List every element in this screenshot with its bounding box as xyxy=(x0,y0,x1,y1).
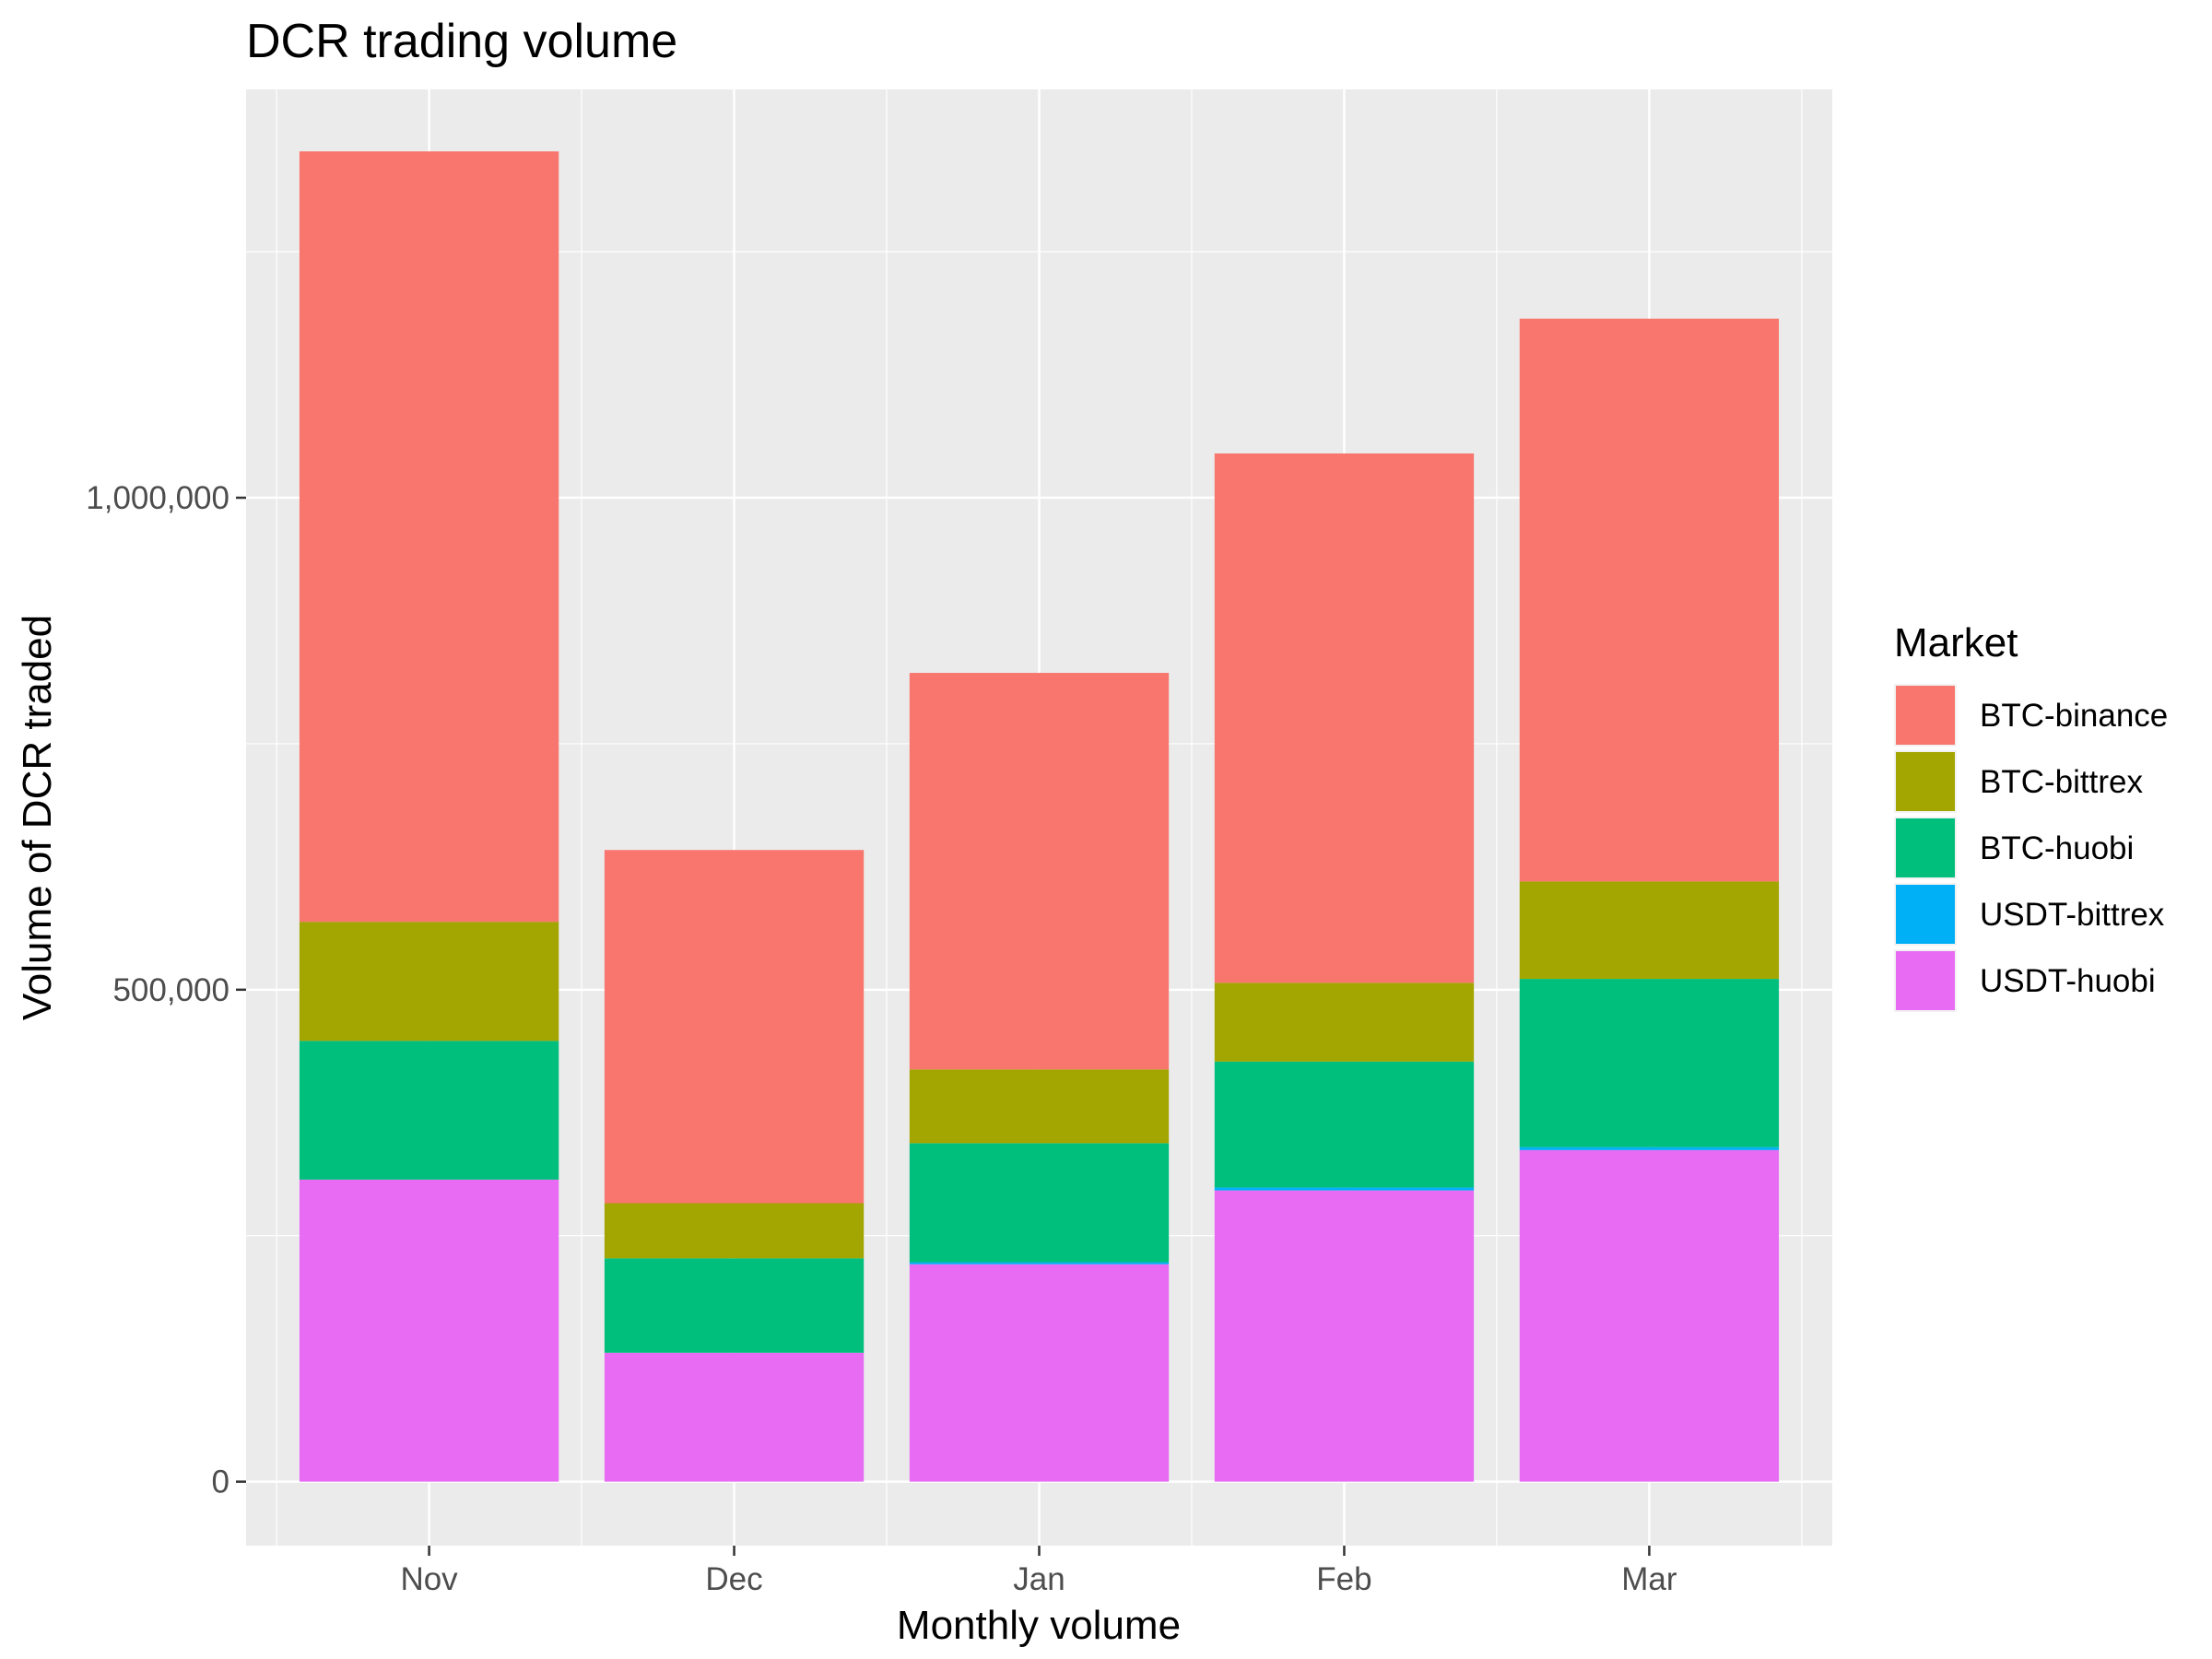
bar-jan-usdt-huobi xyxy=(909,1264,1170,1482)
bar-mar-btc-huobi xyxy=(1519,979,1780,1147)
legend-label: USDT-bittrex xyxy=(1980,897,2165,933)
bar-mar-btc-binance xyxy=(1519,318,1780,882)
y-tick-label: 0 xyxy=(212,1465,229,1500)
legend-label: BTC-huobi xyxy=(1980,830,2134,866)
bar-jan-usdt-bittrex xyxy=(909,1262,1170,1265)
bar-jan-btc-binance xyxy=(909,673,1170,1070)
x-axis-title: Monthly volume xyxy=(897,1603,1181,1648)
legend-label: USDT-huobi xyxy=(1980,963,2156,999)
bar-nov-btc-binance xyxy=(299,151,559,923)
x-tick-label: Nov xyxy=(400,1561,458,1597)
legend-swatch xyxy=(1896,686,1955,745)
bar-feb-btc-huobi xyxy=(1214,1061,1475,1188)
bar-feb-usdt-bittrex xyxy=(1214,1187,1475,1191)
bar-dec-btc-bittrex xyxy=(604,1203,865,1259)
y-tick-label: 1,000,000 xyxy=(86,480,229,516)
bar-feb-usdt-huobi xyxy=(1214,1190,1475,1482)
x-tick-label: Jan xyxy=(1013,1561,1065,1597)
legend-label: BTC-bittrex xyxy=(1980,764,2143,800)
legend-swatch xyxy=(1896,818,1955,877)
bars xyxy=(299,151,1780,1482)
bar-mar-btc-bittrex xyxy=(1519,881,1780,980)
y-tick-label: 500,000 xyxy=(112,972,229,1008)
y-axis-title: Volume of DCR traded xyxy=(15,615,60,1020)
x-tick-label: Mar xyxy=(1621,1561,1677,1597)
bar-jan-btc-bittrex xyxy=(909,1069,1170,1144)
bar-nov-usdt-huobi xyxy=(299,1179,559,1482)
x-tick-label: Feb xyxy=(1316,1561,1371,1597)
y-axis: 0 500,000 1,000,000 xyxy=(86,480,246,1500)
legend: Market BTC-binance BTC-bittrex BTC-huobi US… xyxy=(1894,620,2168,1012)
bar-jan-btc-huobi xyxy=(909,1143,1170,1263)
bar-feb-btc-binance xyxy=(1214,453,1475,983)
bar-mar-usdt-huobi xyxy=(1519,1149,1780,1482)
bar-feb-btc-bittrex xyxy=(1214,982,1475,1062)
bar-nov-btc-huobi xyxy=(299,1041,559,1180)
chart-title: DCR trading volume xyxy=(246,15,677,68)
legend-swatch xyxy=(1896,951,1955,1010)
bar-dec-usdt-huobi xyxy=(604,1352,865,1482)
x-axis: Nov Dec Jan Feb Mar xyxy=(400,1546,1677,1597)
bar-dec-btc-binance xyxy=(604,850,865,1204)
x-tick-label: Dec xyxy=(705,1561,762,1597)
legend-swatch xyxy=(1896,752,1955,811)
bar-dec-btc-huobi xyxy=(604,1258,865,1353)
bar-nov-btc-bittrex xyxy=(299,922,559,1041)
bar-mar-usdt-bittrex xyxy=(1519,1147,1780,1150)
legend-title: Market xyxy=(1894,620,2018,665)
legend-swatch xyxy=(1896,885,1955,944)
legend-label: BTC-binance xyxy=(1980,698,2168,734)
